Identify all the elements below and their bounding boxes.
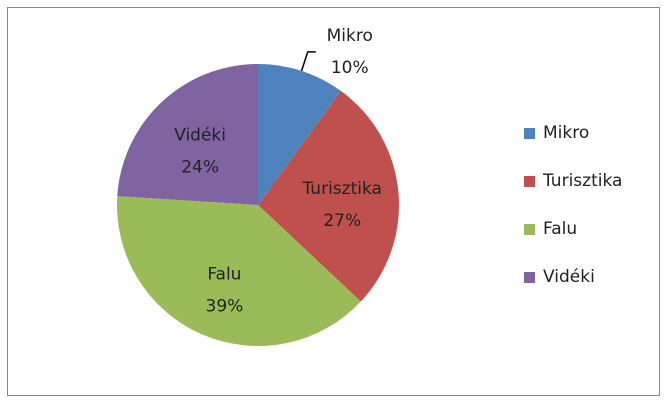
legend-label: Falu: [543, 219, 577, 239]
legend-swatch: [524, 128, 535, 139]
legend-swatch: [524, 176, 535, 187]
data-label-name: Vidéki: [174, 125, 226, 145]
legend-swatch: [524, 224, 535, 235]
data-label-name: Falu: [207, 265, 241, 285]
legend-label: Turisztika: [542, 171, 622, 191]
legend-swatch: [524, 272, 535, 283]
data-label-value: 39%: [206, 297, 244, 317]
data-label-value: 24%: [181, 157, 219, 177]
pie-slice: [117, 64, 258, 205]
legend-label: Mikro: [543, 123, 589, 143]
data-label-value: 27%: [323, 211, 361, 231]
data-label-name: Turisztika: [302, 179, 382, 199]
leader-line: [300, 51, 316, 72]
pie-slice: [258, 64, 341, 205]
data-label-value: 10%: [331, 58, 369, 78]
data-label-name: Mikro: [327, 26, 373, 46]
pie-slice: [117, 196, 361, 347]
legend-label: Vidéki: [543, 267, 595, 287]
pie-slice: [258, 90, 399, 302]
